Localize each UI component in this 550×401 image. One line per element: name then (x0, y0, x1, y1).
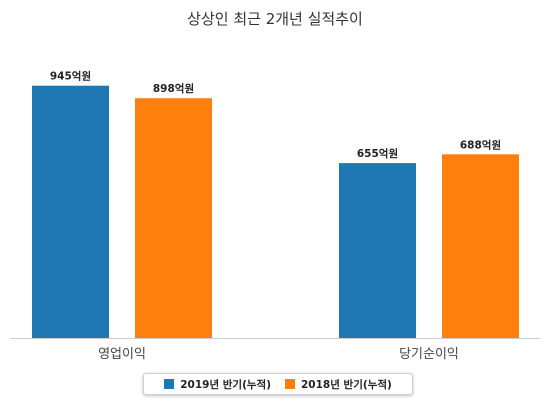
chart-title: 상상인 최근 2개년 실적추이 (187, 10, 363, 28)
bar-2018-1[interactable] (442, 154, 519, 338)
legend-swatch-2018 (285, 379, 295, 389)
bar-2018-0[interactable] (135, 98, 212, 338)
legend-item-2018[interactable]: 2018년 반기(누적) (285, 377, 392, 392)
legend-item-2019[interactable]: 2019년 반기(누적) (164, 377, 271, 392)
data-label-2018-0: 898억원 (153, 82, 194, 95)
legend: 2019년 반기(누적) 2018년 반기(누적) (143, 373, 413, 395)
bars-layer (32, 85, 519, 338)
bar-2019-0[interactable] (32, 85, 109, 338)
category-label-0: 영업이익 (98, 347, 146, 362)
value-labels-layer: 945억원 898억원 655억원 688억원 (50, 70, 501, 160)
legend-label-2019: 2019년 반기(누적) (180, 378, 271, 391)
data-label-2018-1: 688억원 (460, 138, 501, 151)
category-labels-layer: 영업이익 당기순이익 (98, 347, 459, 362)
legend-label-2018: 2018년 반기(누적) (301, 378, 392, 391)
data-label-2019-0: 945억원 (50, 70, 91, 83)
category-label-1: 당기순이익 (399, 347, 459, 362)
legend-swatch-2019 (164, 379, 175, 389)
bar-2019-1[interactable] (339, 163, 416, 338)
data-label-2019-1: 655억원 (357, 147, 398, 160)
